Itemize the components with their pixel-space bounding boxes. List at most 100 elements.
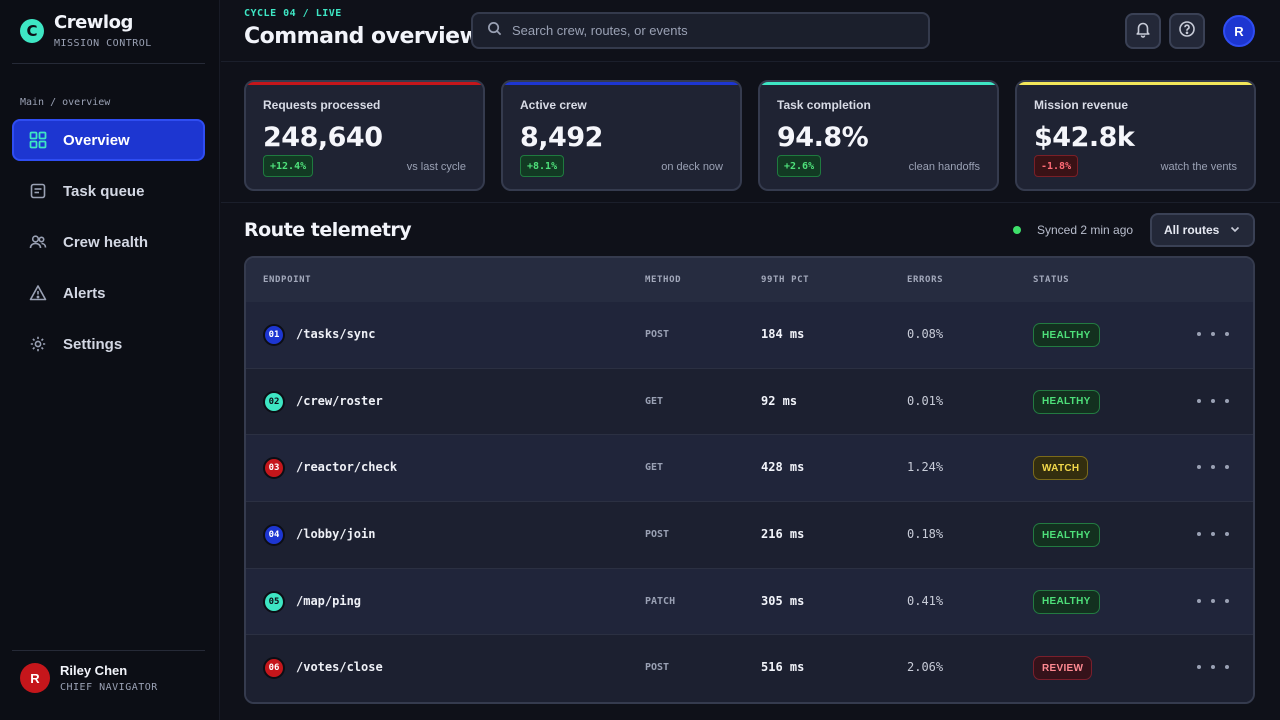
stat-label: Task completion <box>777 98 871 112</box>
column-header-status[interactable]: STATUS <box>1033 275 1070 285</box>
stat-label: Mission revenue <box>1034 98 1129 112</box>
column-header-99th-pct[interactable]: 99TH PCT <box>761 275 810 285</box>
column-header-method[interactable]: METHOD <box>645 275 682 285</box>
row-index-badge: 03 <box>263 457 285 480</box>
error-rate: 0.08% <box>907 327 944 341</box>
section-title: Route telemetry <box>244 219 412 241</box>
brand-text: Crewlog MISSION CONTROL <box>54 12 152 49</box>
table-row[interactable]: 03 /reactor/check GET 428 ms 1.24% WATCH <box>246 435 1253 503</box>
latency-value: 216 ms <box>761 527 805 542</box>
help-button[interactable] <box>1169 13 1205 49</box>
delta-badge: +8.1% <box>520 155 565 177</box>
delta-badge: -1.8% <box>1034 155 1079 177</box>
endpoint-path: /votes/close <box>296 660 383 675</box>
latency-value: 305 ms <box>761 593 805 608</box>
sync-status-text: Synced 2 min ago <box>1037 223 1134 237</box>
stat-card-requests: Requests processed 248,640 +12.4% vs las… <box>244 80 485 191</box>
status-badge: HEALTHY <box>1033 389 1100 414</box>
error-rate: 0.41% <box>907 593 944 608</box>
avatar[interactable]: R <box>1223 15 1255 47</box>
row-index-badge: 06 <box>263 657 285 680</box>
brand-subtitle: MISSION CONTROL <box>54 38 152 49</box>
avatar: R <box>20 663 50 693</box>
bell-icon <box>1134 20 1152 43</box>
sidebar-item-crew-health[interactable]: Crew health <box>12 221 205 263</box>
page-title: Command overview <box>244 24 480 49</box>
sidebar-item-label: Settings <box>63 335 123 353</box>
column-header-endpoint[interactable]: ENDPOINT <box>263 275 312 285</box>
latency-value: 184 ms <box>761 327 805 341</box>
table-row[interactable]: 04 /lobby/join POST 216 ms 0.18% HEALTHY <box>246 502 1253 569</box>
delta-badge: +12.4% <box>263 155 314 177</box>
stat-note: on deck now <box>661 161 723 173</box>
stat-value: 8,492 <box>520 122 603 153</box>
http-method: POST <box>645 329 670 340</box>
latency-value: 92 ms <box>761 393 798 408</box>
users-icon <box>28 232 48 252</box>
sidebar-section-label: Main / overview <box>20 97 111 108</box>
route-filter-dropdown[interactable]: All routes <box>1150 213 1255 247</box>
status-badge: REVIEW <box>1033 656 1093 681</box>
brand[interactable]: C Crewlog MISSION CONTROL <box>20 12 152 49</box>
row-index-badge: 02 <box>263 390 285 413</box>
sidebar-item-overview[interactable]: Overview <box>12 119 205 161</box>
latency-value: 428 ms <box>761 460 805 475</box>
stat-card-active-crew: Active crew 8,492 +8.1% on deck now <box>501 80 742 191</box>
user-name: Riley Chen <box>60 663 128 678</box>
stat-label: Requests processed <box>263 98 381 112</box>
endpoint-path: /tasks/sync <box>296 327 376 341</box>
telemetry-table: ENDPOINT METHOD 99TH PCT ERRORS STATUS 0… <box>244 256 1255 704</box>
sidebar-item-label: Alerts <box>63 284 106 302</box>
sidebar: C Crewlog MISSION CONTROL Main / overvie… <box>0 0 220 720</box>
stat-card-mission-revenue: Mission revenue $42.8k -1.8% watch the v… <box>1015 80 1256 191</box>
http-method: POST <box>645 529 670 541</box>
status-badge: HEALTHY <box>1033 589 1100 614</box>
search-bar[interactable] <box>471 12 930 49</box>
sidebar-item-task-queue[interactable]: Task queue <box>12 170 205 212</box>
table-row[interactable]: 05 /map/ping PATCH 305 ms 0.41% HEALTHY <box>246 568 1253 636</box>
table-body: 01 /tasks/sync POST 184 ms 0.08% HEALTHY… <box>246 302 1253 702</box>
stat-value: 248,640 <box>263 122 383 153</box>
brand-logo: C <box>20 19 44 43</box>
table-row[interactable]: 06 /votes/close POST 516 ms 2.06% REVIEW <box>246 635 1253 702</box>
brand-name: Crewlog <box>54 12 133 33</box>
delta-badge: +2.6% <box>777 155 822 177</box>
sidebar-item-alerts[interactable]: Alerts <box>12 272 205 314</box>
table-row[interactable]: 02 /crew/roster GET 92 ms 0.01% HEALTHY <box>246 368 1253 436</box>
column-header-errors[interactable]: ERRORS <box>907 275 944 285</box>
more-options-icon[interactable] <box>1197 657 1229 677</box>
latency-value: 516 ms <box>761 660 805 675</box>
row-index-badge: 05 <box>263 590 285 613</box>
http-method: GET <box>645 395 664 407</box>
sidebar-divider <box>12 650 205 651</box>
endpoint-path: /reactor/check <box>296 460 398 475</box>
endpoint-path: /crew/roster <box>296 393 383 408</box>
error-rate: 1.24% <box>907 460 944 475</box>
error-rate: 0.18% <box>907 527 944 542</box>
stat-label: Active crew <box>520 98 587 112</box>
status-badge: WATCH <box>1033 456 1089 481</box>
gear-icon <box>28 334 48 354</box>
user-profile[interactable]: R Riley Chen CHIEF NAVIGATOR <box>20 663 158 693</box>
error-rate: 0.01% <box>907 393 944 408</box>
page-eyebrow: CYCLE 04 / LIVE <box>244 8 342 19</box>
help-icon <box>1178 20 1196 43</box>
more-options-icon[interactable] <box>1197 524 1229 544</box>
more-options-icon[interactable] <box>1197 391 1229 411</box>
sidebar-item-label: Overview <box>63 131 130 149</box>
more-options-icon[interactable] <box>1197 591 1229 611</box>
table-row[interactable]: 01 /tasks/sync POST 184 ms 0.08% HEALTHY <box>246 302 1253 369</box>
section-divider <box>221 202 1280 203</box>
notifications-button[interactable] <box>1125 13 1161 49</box>
sidebar-item-settings[interactable]: Settings <box>12 323 205 365</box>
topbar: CYCLE 04 / LIVE Command overview R <box>221 0 1280 62</box>
filter-label: All routes <box>1164 223 1220 237</box>
sync-status: Synced 2 min ago <box>1013 223 1133 237</box>
more-options-icon[interactable] <box>1197 457 1229 477</box>
more-options-icon[interactable] <box>1197 324 1229 344</box>
stat-note: vs last cycle <box>406 161 466 173</box>
status-badge: HEALTHY <box>1033 523 1100 548</box>
error-rate: 2.06% <box>907 660 944 675</box>
sidebar-nav: Overview Task queue Crew health <box>12 119 205 374</box>
search-input[interactable] <box>512 23 912 38</box>
